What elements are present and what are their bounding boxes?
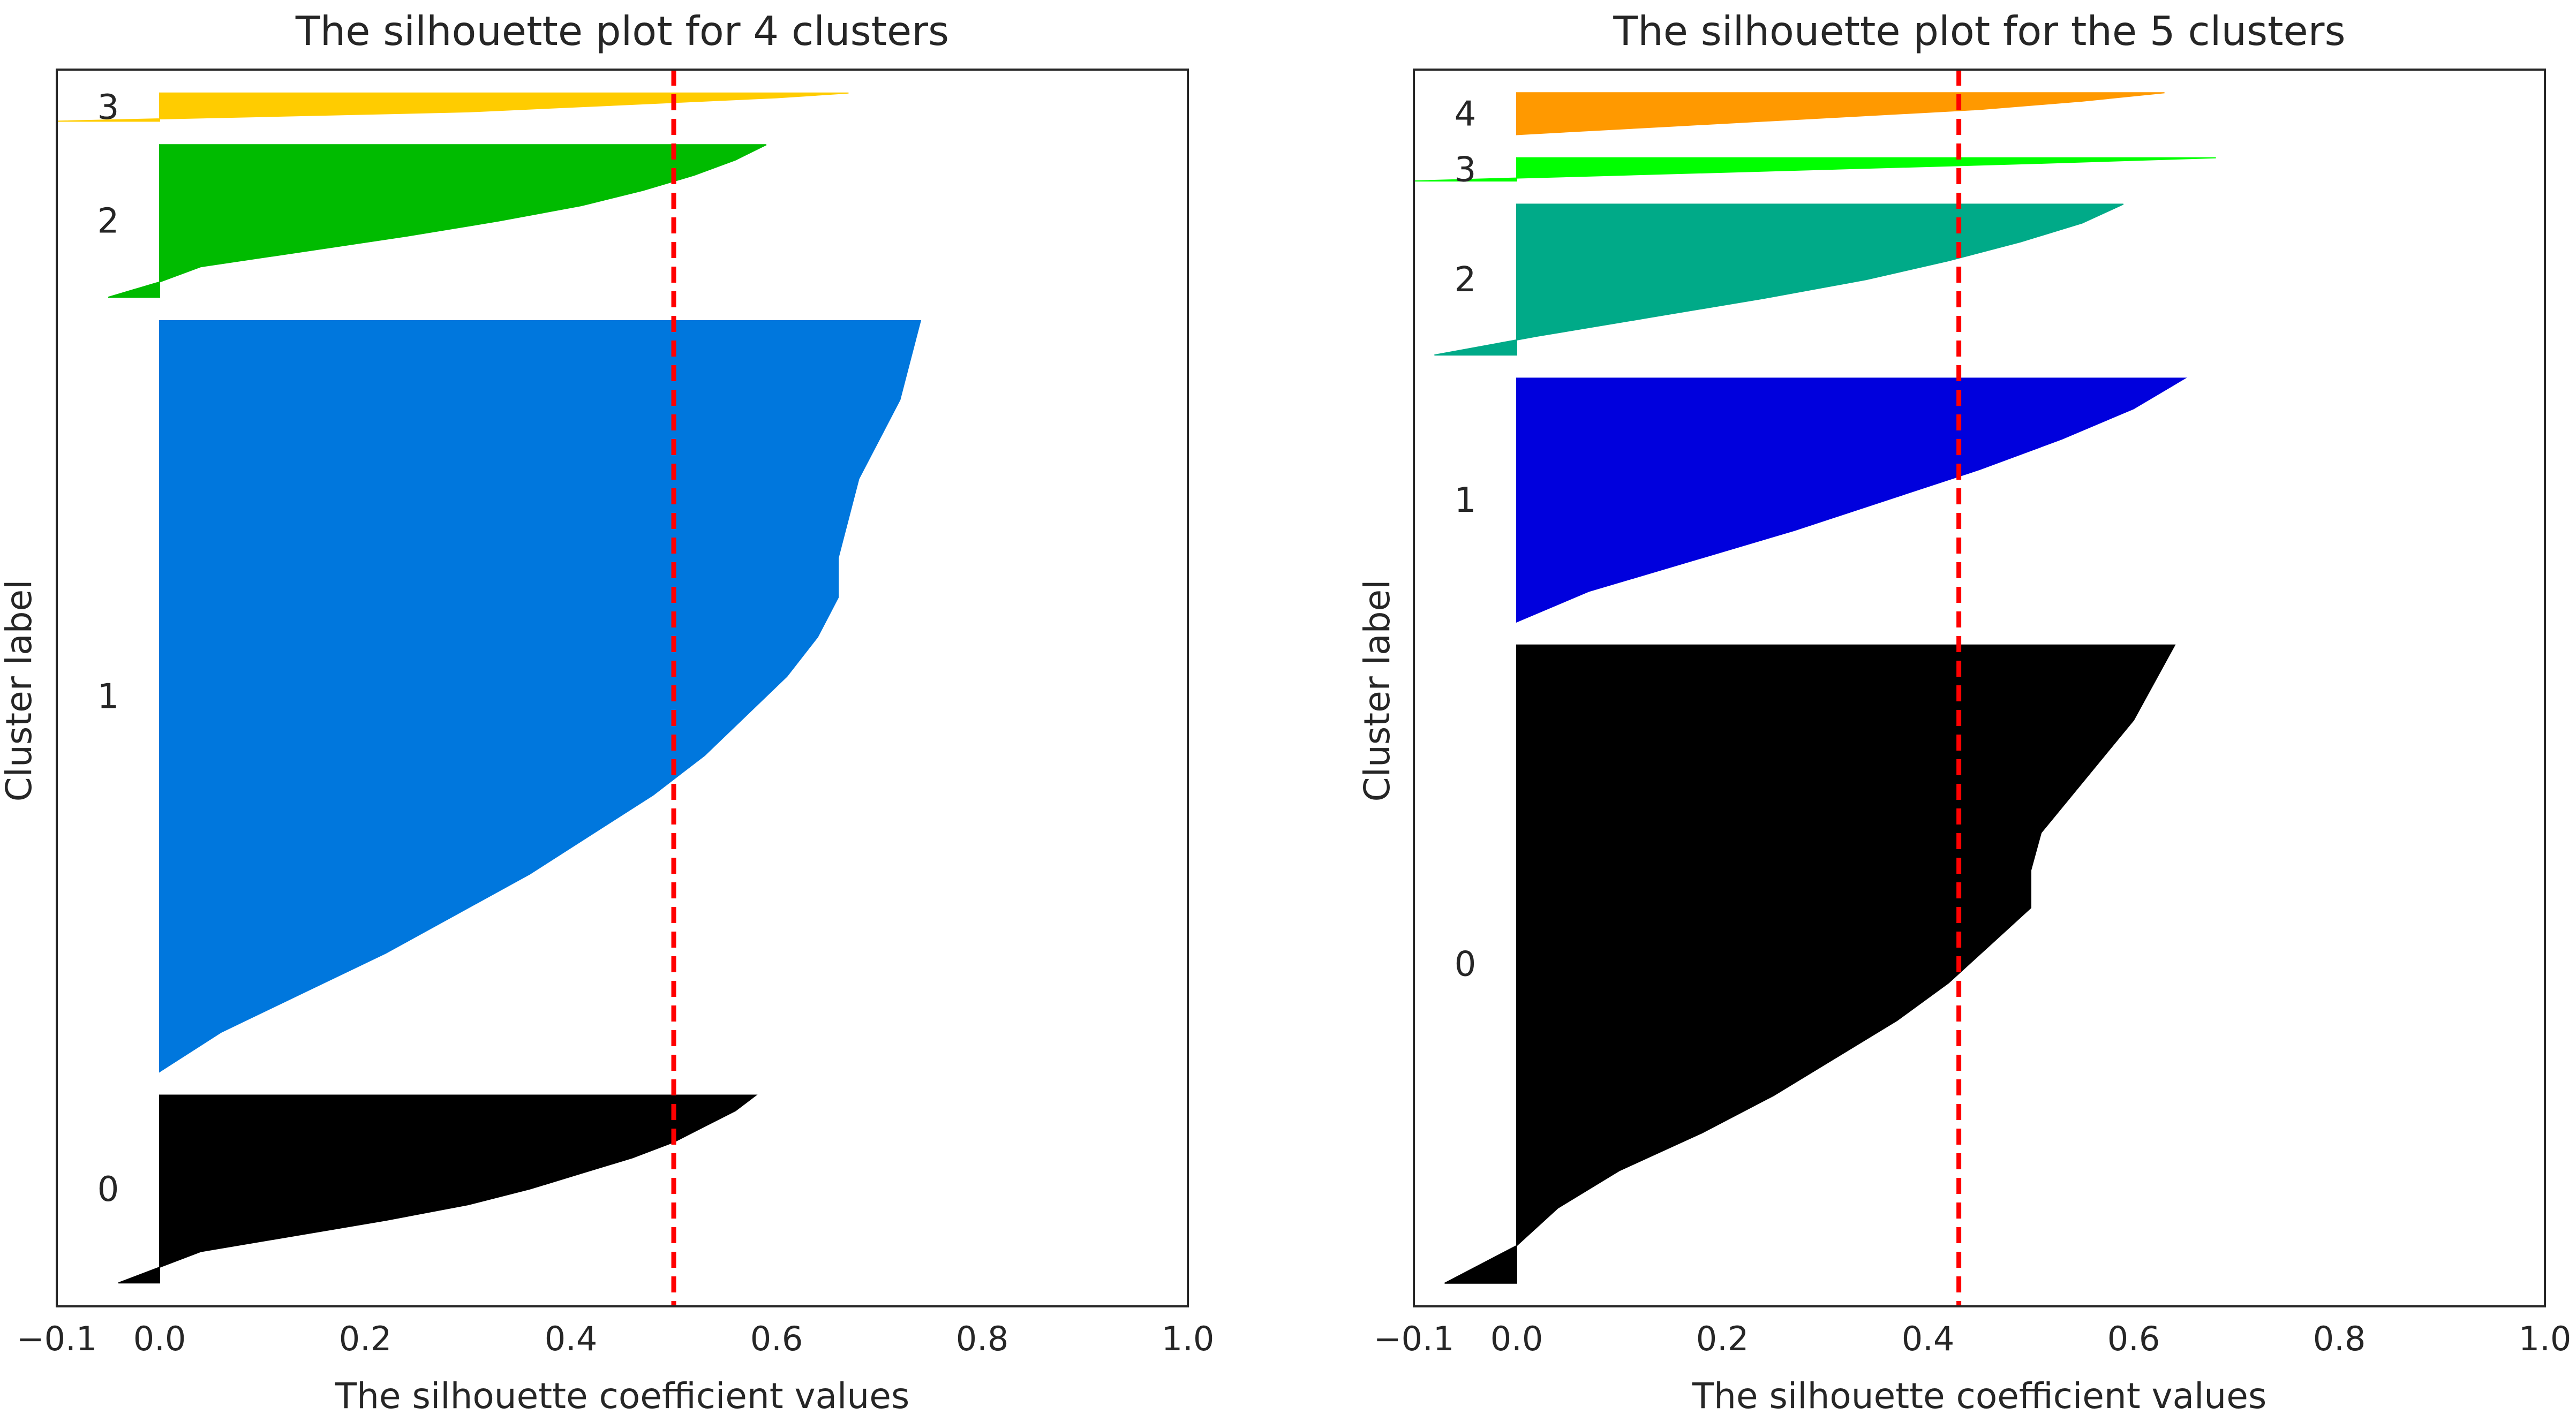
x-tick-label: 0.2: [1696, 1319, 1749, 1358]
axes-frame: [56, 69, 1189, 1307]
silhouette-band-cluster-3: [56, 92, 849, 122]
silhouette-band-cluster-1: [159, 320, 922, 1073]
x-tick-label: 0.2: [339, 1319, 392, 1358]
cluster-label-3: 3: [97, 88, 119, 127]
cluster-label-1: 1: [1455, 481, 1477, 520]
silhouette-band-cluster-4: [1516, 92, 2165, 135]
x-tick-label: −0.1: [1374, 1319, 1455, 1358]
chart-title: The silhouette plot for the 5 clusters: [1613, 7, 2345, 55]
x-tick-label: −0.1: [17, 1319, 97, 1358]
y-axis-label: Cluster label: [0, 580, 40, 802]
cluster-label-0: 0: [1455, 945, 1477, 985]
x-tick-label: 1.0: [2519, 1319, 2572, 1358]
silhouette-band-cluster-0: [1444, 644, 2176, 1284]
x-tick-label: 0.0: [133, 1319, 186, 1358]
silhouette-band-cluster-1: [1516, 377, 2187, 623]
cluster-label-1: 1: [97, 677, 119, 716]
x-tick-label: 0.6: [750, 1319, 803, 1358]
cluster-label-4: 4: [1455, 94, 1477, 134]
x-tick-label: 0.8: [2313, 1319, 2366, 1358]
silhouette-chart-5-clusters: −0.1 0.0 0.2 0.4 0.6 0.8 1.0 0 1 2 3 4 The silhoue…: [1357, 7, 2571, 1417]
cluster-label-3: 3: [1455, 150, 1477, 190]
silhouette-band-cluster-2: [108, 144, 767, 298]
silhouette-band-cluster-0: [118, 1094, 758, 1284]
x-tick-label: 0.6: [2107, 1319, 2160, 1358]
x-tick-label: 0.4: [545, 1319, 598, 1358]
silhouette-band-cluster-2: [1434, 203, 2124, 356]
x-axis-label: The silhouette coefficient values: [1692, 1375, 2266, 1417]
cluster-label-2: 2: [97, 202, 119, 241]
cluster-label-2: 2: [1455, 260, 1477, 300]
axes-frame: [1413, 69, 2546, 1307]
x-tick-label: 0.0: [1490, 1319, 1543, 1358]
x-tick-label: 0.8: [956, 1319, 1009, 1358]
cluster-label-0: 0: [97, 1170, 119, 1209]
silhouette-chart-4-clusters: −0.1 0.0 0.2 0.4 0.6 0.8 1.0 0 1 2 3 The silhouet…: [0, 7, 1214, 1417]
x-axis-label: The silhouette coefficient values: [335, 1375, 909, 1417]
silhouette-band-cluster-3: [1413, 157, 2216, 181]
x-tick-label: 0.4: [1902, 1319, 1955, 1358]
chart-title: The silhouette plot for 4 clusters: [295, 7, 949, 55]
x-tick-label: 1.0: [1162, 1319, 1215, 1358]
y-axis-label: Cluster label: [1357, 580, 1398, 802]
